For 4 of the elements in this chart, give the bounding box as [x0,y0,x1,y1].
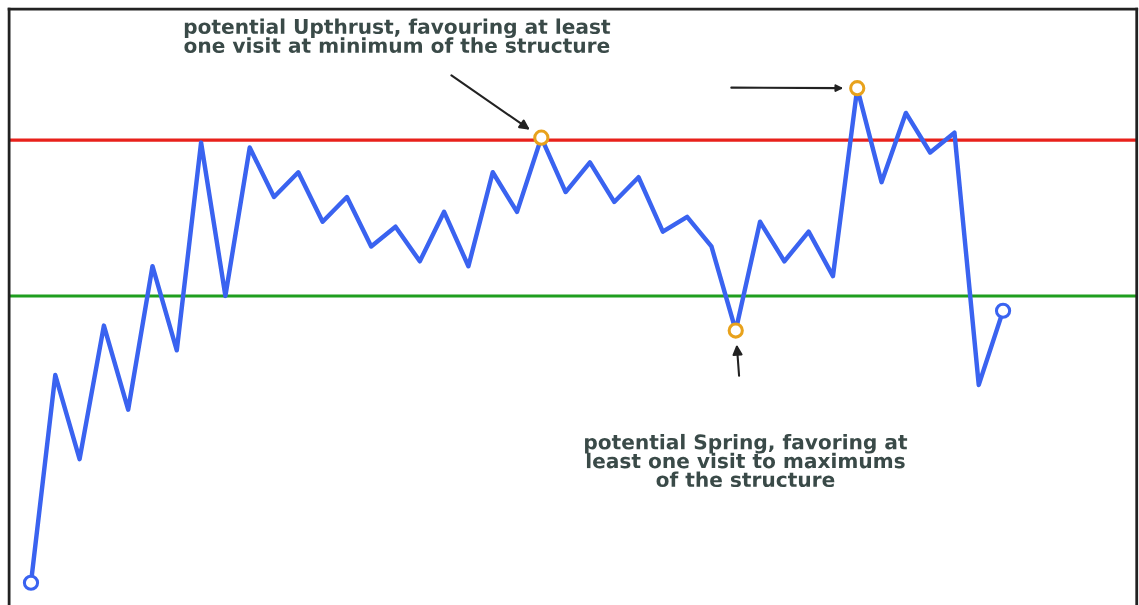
annotation: potential Spring, favoring at least one visit to maximums of the structure [585,433,908,488]
point [22,574,40,591]
point [994,302,1012,319]
text: potential Upthrust, favouring at least one visit at minimum of the structure [184,18,611,53]
